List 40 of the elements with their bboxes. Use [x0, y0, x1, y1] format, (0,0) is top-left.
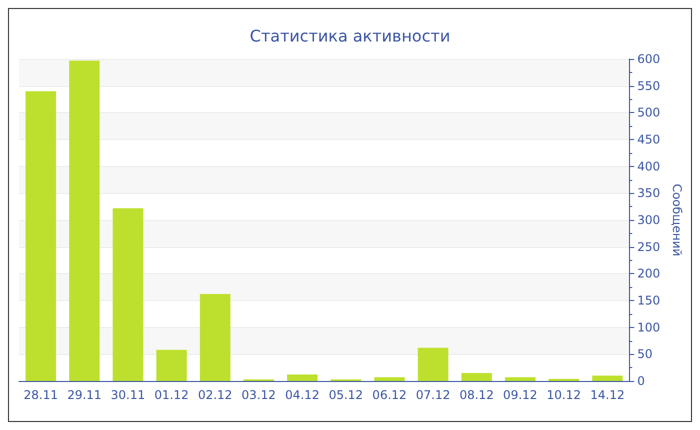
x-tick-label: 14.12: [590, 388, 625, 402]
bar: [418, 348, 448, 381]
x-tick-label: 03.12: [242, 388, 276, 402]
bar: [287, 374, 318, 381]
y-tick-label: 200: [637, 266, 660, 281]
y-axis-title: Сообщений: [670, 184, 684, 256]
x-tick-label: 08.12: [459, 388, 494, 402]
bar: [112, 208, 144, 381]
y-tick-label: 250: [637, 240, 660, 254]
x-tick-label: 04.12: [285, 388, 320, 402]
y-tick-label: 400: [637, 159, 660, 174]
x-tick-label: 06.12: [372, 388, 407, 402]
bar: [200, 294, 230, 381]
x-tick-label: 30.11: [110, 388, 146, 402]
y-tick-label: 550: [637, 78, 660, 93]
y-tick-label: 350: [637, 186, 660, 200]
x-tick-label: 01.12: [154, 388, 189, 402]
y-tick-label: 50: [637, 347, 652, 362]
bar: [156, 350, 187, 381]
bar: [592, 376, 623, 381]
bar: [461, 372, 492, 381]
y-tick-label: 150: [637, 294, 660, 308]
x-tick-label: 07.12: [416, 388, 450, 402]
bar: [26, 91, 56, 381]
x-tick-label: 10.12: [546, 388, 581, 402]
y-tick-label: 0: [637, 374, 645, 388]
y-tick-label: 500: [637, 106, 660, 120]
chart-title: Статистика активности: [250, 26, 450, 46]
x-tick-label: 29.11: [67, 388, 102, 402]
y-tick-label: 450: [637, 132, 660, 146]
y-tick-label: 600: [637, 52, 660, 66]
x-tick-label: 28.11: [24, 388, 58, 402]
bar: [504, 377, 536, 381]
bar: [374, 377, 405, 381]
bar: [69, 60, 100, 381]
y-tick-label: 300: [637, 213, 660, 227]
y-tick-label: 100: [637, 320, 660, 334]
x-tick-label: 05.12: [328, 388, 364, 402]
x-tick-label: 09.12: [503, 388, 538, 402]
x-tick-label: 02.12: [198, 388, 232, 402]
